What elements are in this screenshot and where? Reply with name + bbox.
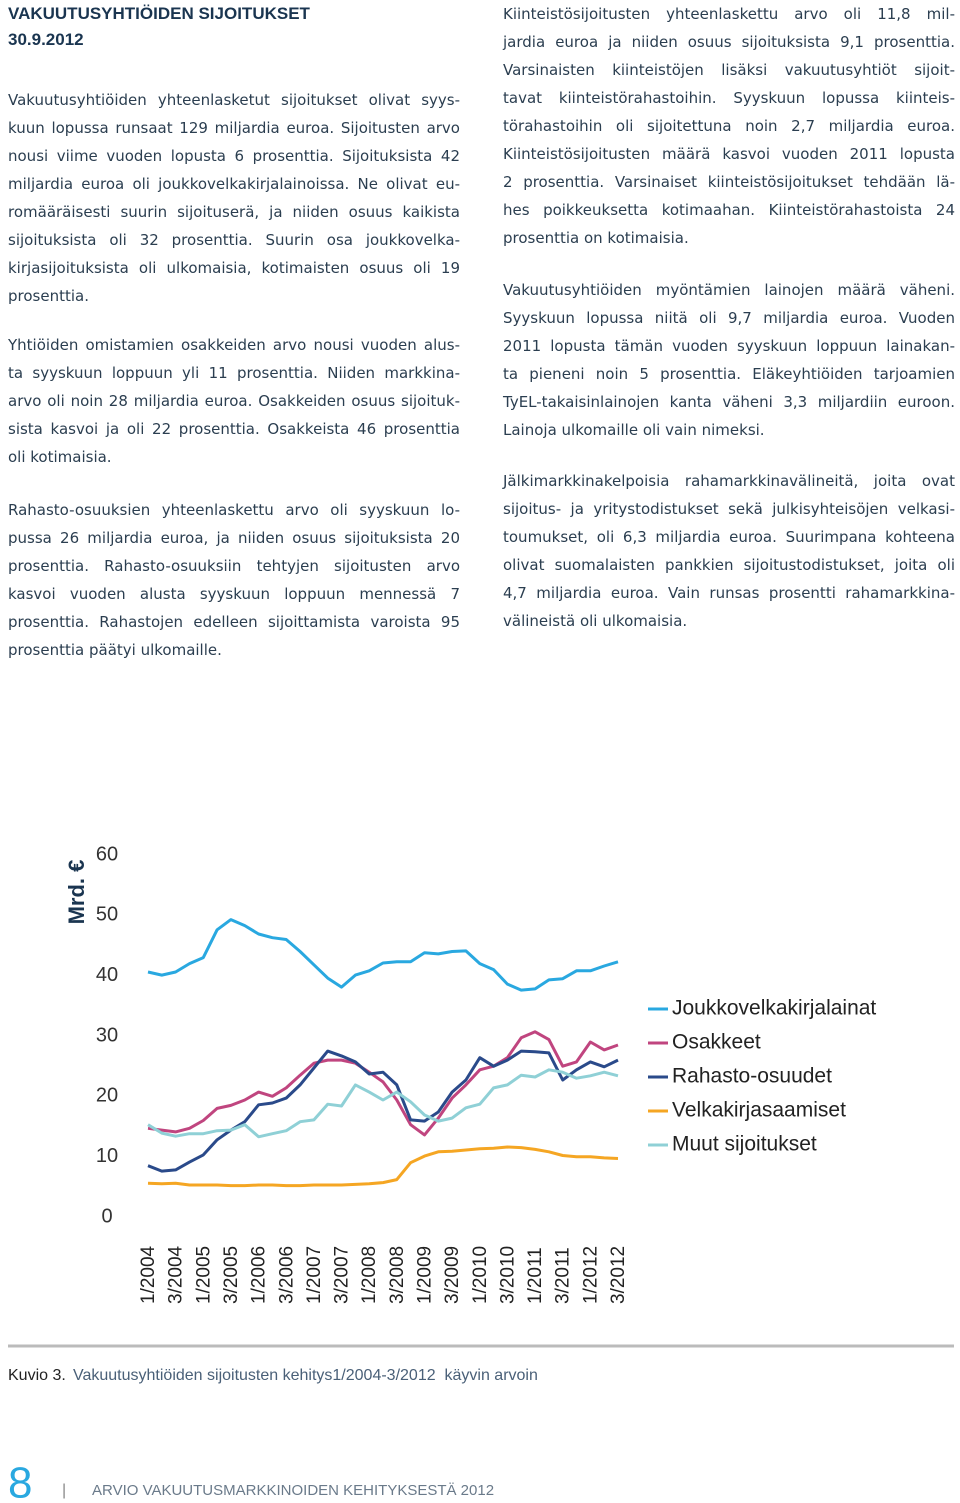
x-tick-label: 1/2004 [138,1245,159,1304]
text-line: jardia euroa ja niiden osuus sijoituksis… [503,33,955,51]
paragraph: Kiinteistösijoitusten yhteenlaskettu arv… [503,0,955,252]
data-line [147,1145,619,1188]
text-line: olivat suomalaisten pankkien sijoitustod… [503,556,955,574]
x-tick-label: 1/2011 [525,1247,546,1304]
separator: | [62,1482,66,1499]
x-tick-label: 1/2005 [193,1246,214,1304]
x-tick-label: 3/2010 [497,1246,518,1304]
y-tick-label: 30 [96,1024,118,1046]
text-line: Jälkimarkkinakelpoisia rahamarkkinavälin… [503,472,955,490]
text-line: prosenttia. [8,287,89,305]
text-line: prosenttia. Rahasto-osuuksiin tehtyjen s… [8,557,460,575]
y-tick-label: 50 [96,904,118,926]
paragraph: Vakuutusyhtiöiden myöntämien lainojen mä… [503,276,955,444]
y-tick-label: 40 [96,964,118,986]
x-tick-label: 3/2009 [442,1246,463,1304]
x-tick-label: 1/2006 [249,1246,270,1304]
text-line: Kiinteistösijoitusten määrä kasvoi vuode… [503,145,955,163]
date: 30.9.2012 [8,30,84,49]
text-line: Rahasto-osuuksien yhteenlaskettu arvo ol… [8,501,460,519]
text-line: tavat kiinteistörahastoihin. Syyskuun lo… [503,89,955,107]
text-line: 2011 lopusta tämän vuoden syyskuun loppu… [503,337,955,355]
paragraph: Yhtiöiden omistamien osakkeiden arvo nou… [8,331,460,471]
data-line [147,1049,619,1173]
y-tick-label: 60 [96,843,118,865]
text-line: miljardia euroa oli joukkovelkakirjalain… [8,175,460,193]
text-line: sijoituksista oli 32 prosenttia. Suurin … [8,231,460,249]
legend-label: Muut sijoitukset [672,1133,817,1156]
text-line: romääräisesti suurin sijoituserä, ja nii… [8,203,460,221]
data-line [147,1030,619,1137]
paragraph: Jälkimarkkinakelpoisia rahamarkkinavälin… [503,467,955,635]
x-tick-label: 3/2004 [166,1245,187,1304]
text-line: Vakuutusyhtiöiden yhteenlasketut sijoitu… [8,91,460,109]
text-line: törahastoihin oli sijoitettuna noin 2,7 … [503,117,955,135]
text-line: nousi viime vuoden lopusta 6 prosenttia.… [8,147,460,165]
x-tick-label: 1/2009 [414,1246,435,1304]
text-line: ta syyskuun loppuun yli 11 prosenttia. N… [8,364,460,382]
text-line: arvo oli noin 28 miljardia euroa. Osakke… [8,392,460,410]
y-tick-label: 0 [101,1205,112,1227]
legend-label: Velkakirjasaamiset [672,1099,846,1122]
text-line: hes poikkeuksetta kotimaahan. Kiinteistö… [503,201,955,219]
text-line: pussa 26 miljardia euroa, ja niiden osuu… [8,529,460,547]
text-line: 2 prosenttia. Varsinaiset kiinteistösijo… [503,173,955,191]
paragraph: Rahasto-osuuksien yhteenlaskettu arvo ol… [8,496,460,664]
text-line: kuun lopussa runsaat 129 miljardia euroa… [8,119,460,137]
page-number: 8 [8,1459,32,1503]
text-line: sista kasvoi ja oli 22 prosenttia. Osakk… [8,420,460,438]
x-tick-label: 3/2012 [608,1246,629,1304]
x-tick-label: 1/2012 [580,1246,601,1304]
text-line: prosenttia päätyi ulkomaille. [8,641,222,659]
text-line: 4,7 miljardia euroa. Vain runsas prosent… [503,584,955,602]
y-tick-label: 10 [96,1145,118,1167]
paragraph: Vakuutusyhtiöiden yhteenlasketut sijoitu… [8,86,460,310]
text-line: TyEL-takaisinlainojen kanta väheni 3,3 m… [503,393,955,411]
text-line: sijoitus- ja yritystodistukset sekä julk… [503,500,955,518]
text-line: kirjasijoituksista oli ulkomaisia, kotim… [8,259,460,277]
text-line: prosenttia on kotimaisia. [503,229,689,247]
legend-label: Osakkeet [672,1031,761,1054]
x-tick-label: 1/2008 [359,1246,380,1304]
caption-label: Kuvio 3. [8,1367,66,1384]
text-line: prosenttia. Rahastojen edelleen sijoitta… [8,613,460,631]
text-line: Lainoja ulkomaille oli vain nimeksi. [503,421,765,439]
publication: ARVIO VAKUUTUSMARKKINOIDEN KEHITYKSESTÄ … [92,1482,494,1499]
x-tick-label: 1/2007 [304,1246,325,1304]
data-line [147,918,619,992]
text-line: ta pieneni noin 5 prosenttia. Eläkeyhtiö… [503,365,955,383]
x-tick-label: 3/2011 [553,1247,574,1304]
x-tick-label: 3/2006 [276,1246,297,1304]
text-line: Kiinteistösijoitusten yhteenlaskettu arv… [503,5,955,23]
caption-text: Vakuutusyhtiöiden sijoitusten kehitys1/2… [73,1367,538,1384]
text-line: kasvoi vuoden alusta syyskuun loppuun me… [8,585,460,603]
text-line: Vakuutusyhtiöiden myöntämien lainojen mä… [503,281,955,299]
text-line: oli kotimaisia. [8,448,112,466]
x-tick-label: 3/2005 [221,1246,242,1304]
x-tick-label: 1/2010 [470,1246,491,1304]
legend-label: Rahasto-osuudet [672,1065,832,1088]
x-tick-label: 3/2008 [387,1246,408,1304]
legend-label: Joukkovelkakirjalainat [672,997,876,1020]
text-line: Syyskuun lopussa niitä oli 9,7 miljardia… [503,309,955,327]
y-tick-label: 20 [96,1085,118,1107]
text-line: välineistä oli ulkomaisia. [503,612,688,630]
title: VAKUUTUSYHTIÖIDEN SIJOITUKSET [8,4,310,23]
y-axis-label: Mrd. € [64,860,89,925]
text-line: Varsinaisten kiinteistöjen lisäksi vakuu… [503,61,955,79]
text-line: Yhtiöiden omistamien osakkeiden arvo nou… [8,336,460,354]
text-line: toumukset, oli 6,3 miljardia euroa. Suur… [503,528,955,546]
x-tick-label: 3/2007 [332,1246,353,1304]
data-line [147,1068,619,1139]
